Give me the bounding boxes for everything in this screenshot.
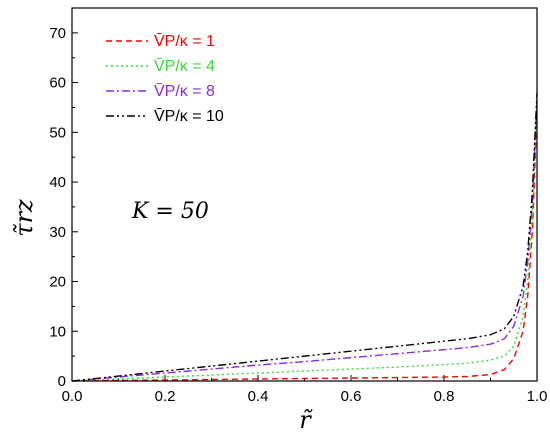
x-axis-title: r̃ xyxy=(299,406,313,434)
x-tick-label: 0.2 xyxy=(155,388,176,405)
y-tick-label: 70 xyxy=(49,25,66,42)
y-tick-label: 0 xyxy=(58,373,66,390)
series-line-2 xyxy=(71,102,538,382)
annotation-k: K = 50 xyxy=(131,199,209,224)
series-line-3 xyxy=(71,97,538,382)
x-tick-label: 0.6 xyxy=(341,388,362,405)
legend-label-1: V̄P/κ = 1 xyxy=(154,33,215,50)
y-axis-title: τ̃rz xyxy=(10,199,38,237)
y-tick-label: 20 xyxy=(49,274,66,291)
tick-labels: 0.0 0.2 0.4 0.6 0.8 1.0 0 10 20 30 40 50 60 70 xyxy=(49,25,547,405)
x-tick-label: 0.8 xyxy=(434,388,455,405)
y-tick-label: 40 xyxy=(49,174,66,191)
y-tick-label: 50 xyxy=(49,124,66,141)
y-tick-label: 10 xyxy=(49,323,66,340)
legend-label-2: V̄P/κ = 4 xyxy=(154,58,215,75)
legend: V̄P/κ = 1 V̄P/κ = 4 V̄P/κ = 8 V̄P/κ = 10 xyxy=(106,33,224,125)
legend-label-3: V̄P/κ = 8 xyxy=(154,83,215,100)
legend-label-4: V̄P/κ = 10 xyxy=(154,108,224,125)
plot-frame xyxy=(71,7,538,382)
y-tick-label: 60 xyxy=(49,75,66,92)
x-tick-label: 0.4 xyxy=(248,388,269,405)
y-tick-label: 30 xyxy=(49,224,66,241)
series-line-1 xyxy=(71,107,538,382)
series-layer xyxy=(71,92,538,382)
series-line-4 xyxy=(71,92,538,382)
x-tick-label: 0.0 xyxy=(62,388,83,405)
x-tick-label: 1.0 xyxy=(527,388,548,405)
